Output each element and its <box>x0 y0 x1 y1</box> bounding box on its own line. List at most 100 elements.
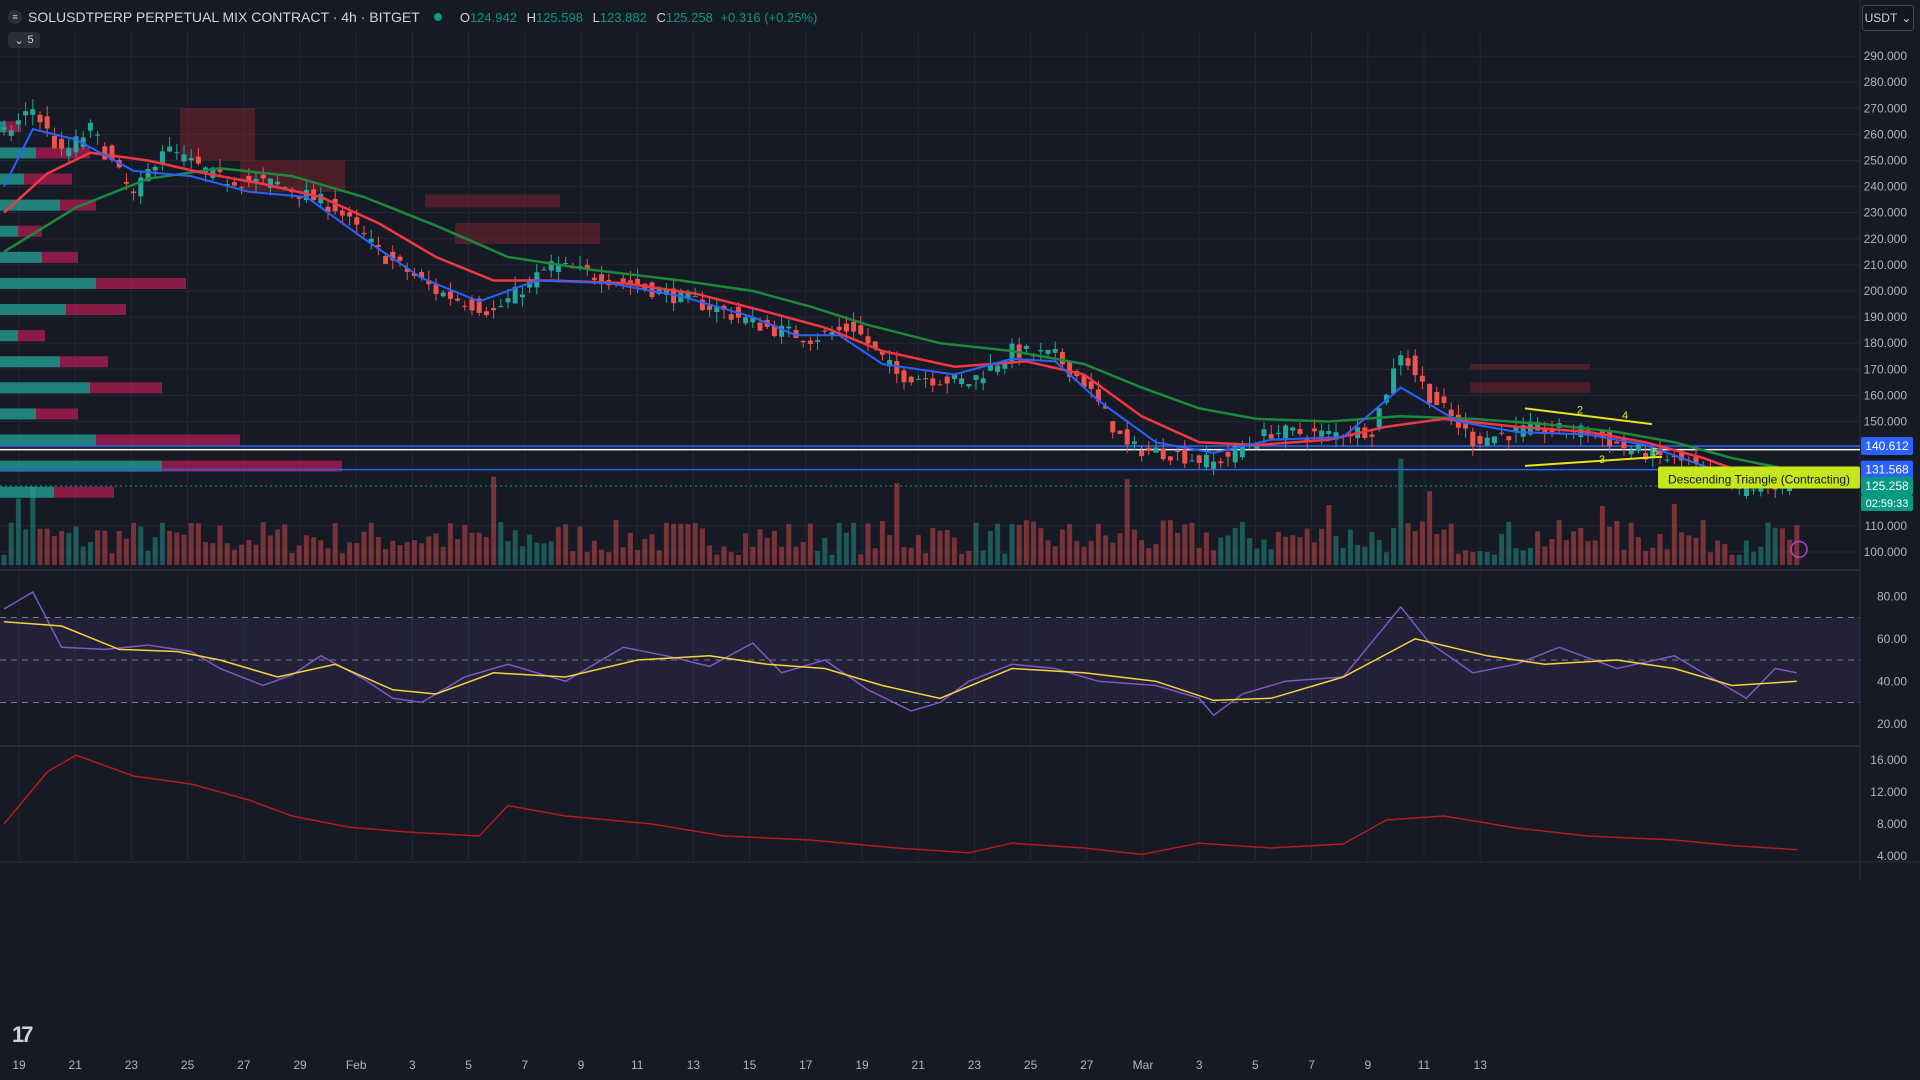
candle-body <box>123 181 129 184</box>
volume-bar <box>152 537 158 565</box>
candle-body <box>152 166 158 171</box>
ema-slow-line <box>3 167 1790 471</box>
rsi-pane: 80.00 60.00 40.00 20.00 <box>0 589 1907 731</box>
volume-bar <box>743 533 749 565</box>
candle-body <box>1002 360 1008 369</box>
candle-body <box>102 146 108 160</box>
volume-profile-sell-bar <box>18 330 45 342</box>
indicators-toggle-button[interactable]: ⌄ 5 <box>8 32 40 48</box>
candle-body <box>66 148 72 157</box>
candle-body <box>159 151 165 165</box>
candle-body <box>1535 422 1541 431</box>
volume-bar <box>188 523 194 565</box>
candle-body <box>1369 434 1375 437</box>
symbol-title[interactable]: SOLUSDTPERP PERPETUAL MIX CONTRACT · 4h … <box>28 9 420 25</box>
volume-bar <box>1772 527 1778 565</box>
candle-body <box>1333 432 1339 440</box>
candle-body <box>1283 425 1289 440</box>
candle-body <box>87 122 93 131</box>
volume-bar <box>1333 536 1339 565</box>
candle-body <box>966 384 972 387</box>
candle-body <box>685 291 691 298</box>
candle <box>174 144 180 160</box>
pattern-label-box <box>1658 466 1860 489</box>
price-tick-label: 270.000 <box>1864 101 1908 115</box>
candle-body <box>836 326 842 331</box>
volume-bar <box>815 550 821 565</box>
candle <box>1023 344 1029 353</box>
solana-logo-icon[interactable]: ≡ <box>8 10 22 24</box>
time-tick-label: 21 <box>912 1058 926 1072</box>
volume-profile-sell-bar <box>66 304 126 316</box>
candle-body <box>930 378 936 386</box>
volume-bar <box>195 523 201 565</box>
candle-body <box>1211 461 1217 469</box>
candle-body <box>627 280 633 286</box>
candle <box>555 256 561 283</box>
candle-body <box>951 374 957 380</box>
time-tick-label: 9 <box>1364 1058 1371 1072</box>
time-axis: 19 21 23 25 27 29 Feb 3 5 7 9 11 13 15 17 19 21 23 25 27 Mar… <box>12 1058 1487 1072</box>
candle <box>66 139 72 163</box>
volume-bar <box>714 554 720 565</box>
volume-bar <box>1463 550 1469 565</box>
ema-mid-line <box>3 151 1790 482</box>
chevron-down-icon: ⌄ <box>14 34 24 47</box>
price-change: +0.316 (+0.25%) <box>720 9 818 25</box>
candle-body <box>1448 409 1454 417</box>
candle-body <box>1139 450 1145 457</box>
countdown-text: 02:59:33 <box>1866 498 1909 510</box>
volume-bar <box>51 536 57 565</box>
candle <box>944 374 950 394</box>
price-tick-label: 150.000 <box>1864 414 1908 428</box>
volume-profile-sell-bar <box>96 277 186 289</box>
time-tick-label: 17 <box>799 1058 813 1072</box>
volume-bar <box>591 540 597 565</box>
volume-bar <box>159 522 165 565</box>
volume-bar <box>1297 537 1303 565</box>
volume-bar <box>131 522 137 565</box>
candle <box>1081 374 1087 388</box>
time-tick-label: Mar <box>1133 1058 1154 1072</box>
volume-bar <box>375 536 381 565</box>
candle-body <box>404 268 410 273</box>
volume-bar <box>1045 540 1051 565</box>
candle <box>51 127 57 150</box>
candle-body <box>1196 455 1202 464</box>
volume-bar <box>1412 531 1418 565</box>
candle-body <box>1239 446 1245 458</box>
price-label-badge <box>1861 477 1913 496</box>
tradingview-logo-icon[interactable]: 17 <box>12 1022 34 1047</box>
volume-bar <box>937 530 943 565</box>
ohlc-values: O124.942 H125.598 L123.882 C125.258 +0.3… <box>459 9 818 25</box>
volume-bar <box>1527 547 1533 565</box>
volume-bar <box>102 530 108 565</box>
candle-body <box>1693 455 1699 463</box>
candle-body <box>1491 436 1497 444</box>
candle <box>217 159 223 175</box>
volume-bar <box>930 528 936 565</box>
volume-bar <box>1563 540 1569 565</box>
candle-body <box>1218 461 1224 464</box>
currency-select[interactable]: USDT ⌄ <box>1862 5 1914 31</box>
volume-bar <box>692 523 698 565</box>
volume-bar <box>138 526 144 565</box>
candle <box>908 375 914 386</box>
candle <box>296 196 302 208</box>
volume-bar <box>66 532 72 565</box>
volume-bar <box>1419 521 1425 565</box>
candle-body <box>462 305 468 307</box>
candle <box>1657 439 1663 465</box>
time-tick-label: 11 <box>631 1058 644 1072</box>
candle-body <box>620 278 626 284</box>
candle-body <box>1484 437 1490 446</box>
volume-bar <box>944 530 950 565</box>
candle-body <box>447 291 453 299</box>
volume-bar <box>1585 541 1591 565</box>
time-tick-label: 23 <box>125 1058 139 1072</box>
volume-bar <box>642 539 648 565</box>
volume-bar <box>599 549 605 565</box>
price-tick-label: 250.000 <box>1864 153 1908 167</box>
candle <box>1398 350 1404 376</box>
